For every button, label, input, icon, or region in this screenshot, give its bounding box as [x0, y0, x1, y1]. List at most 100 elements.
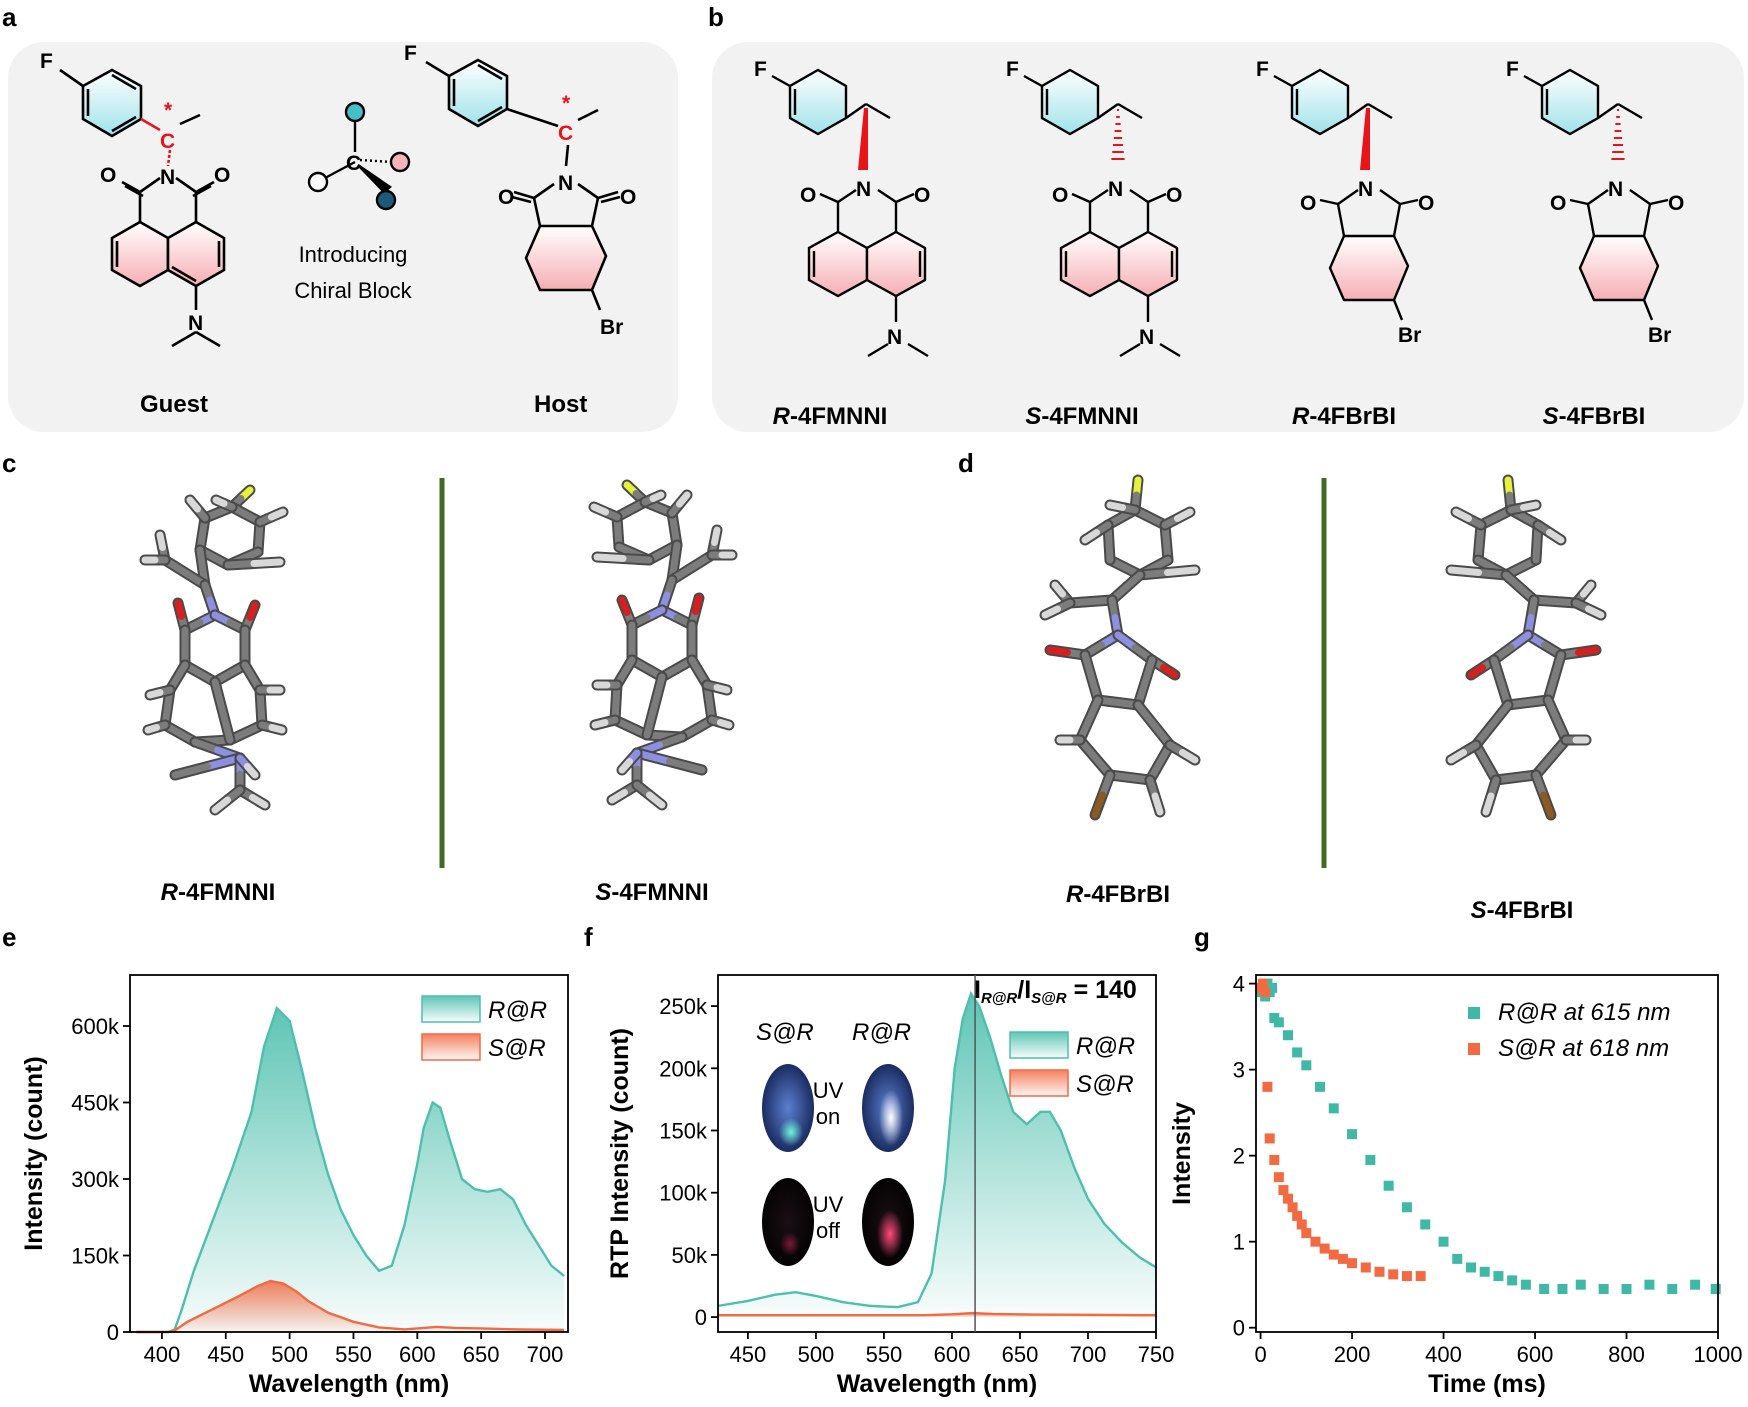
y-tick-label: 50k [672, 1243, 708, 1268]
atom-o: O [1418, 192, 1434, 215]
bond-half [211, 796, 231, 814]
panel-b-label: b [708, 2, 724, 32]
data-point [1273, 1017, 1284, 1028]
series-line [136, 1279, 565, 1334]
bond-half [1081, 529, 1100, 544]
carbonyl [1399, 198, 1419, 206]
x-tick-label: 550 [866, 1342, 903, 1367]
bond-half [608, 789, 628, 804]
bond-half [1544, 696, 1561, 724]
x-tick-label: 700 [527, 1342, 564, 1367]
y-axis-label: Intensity (count) [20, 1056, 48, 1250]
host-label: Host [534, 391, 587, 418]
bond-half [1085, 696, 1102, 724]
panel-d-label: d [958, 448, 974, 478]
data-point [1283, 1193, 1294, 1204]
atom-n: N [1358, 178, 1373, 201]
inset-col1-label: S@R [756, 1019, 814, 1046]
data-point [1267, 982, 1278, 993]
atom-o: O [1550, 192, 1566, 215]
bond-half [666, 758, 706, 774]
data-point [1328, 1249, 1339, 1260]
x-tick-label: 750 [1138, 1342, 1175, 1367]
imide-bond [1587, 189, 1609, 205]
methyl-bond [867, 342, 889, 358]
chiral-block-text: Chiral Block [294, 278, 412, 303]
panel-a-label: a [2, 2, 17, 32]
data-point [1598, 1283, 1609, 1294]
phthalimide-ring [1578, 234, 1660, 302]
data-point [1360, 1262, 1371, 1273]
atom-o: O [1052, 184, 1068, 207]
uv-off-line1: UV [813, 1192, 844, 1217]
s-4fmnni-structure [588, 479, 738, 811]
guest-chiral-star: * [164, 99, 173, 122]
bond-half [651, 673, 666, 710]
atom-o: O [1668, 192, 1684, 215]
c-f-bond [1523, 74, 1543, 88]
imide-bond [1089, 189, 1109, 203]
bond-half [268, 508, 287, 521]
guest-atom-c: C [160, 130, 175, 153]
legend-swatch [1009, 1031, 1069, 1059]
x-tick-label: 600 [1517, 1342, 1554, 1367]
atom-o: O [1166, 184, 1182, 207]
f-ratio-text: IR@R/IS@R = 140 [974, 976, 1137, 1007]
x-tick-label: 650 [1002, 1342, 1039, 1367]
carbonyl [1147, 192, 1167, 204]
uv-on-line1: UV [813, 1078, 844, 1103]
panel-b-names: R-4FMNNI S-4FMNNI R-4FBrBI S-4FBrBI [773, 403, 1646, 430]
atom-br: Br [1648, 324, 1671, 347]
atom-n: N [1108, 178, 1123, 201]
data-point [1420, 1219, 1431, 1230]
plot-frame [717, 974, 1157, 1333]
legend-label: R@R at 615 nm [1498, 999, 1670, 1026]
bond-half [224, 560, 258, 569]
series-fill [136, 1281, 565, 1332]
y-tick-label: 300k [71, 1167, 120, 1192]
imide-bond [877, 189, 897, 203]
data-point [1621, 1283, 1632, 1294]
bond-half [1164, 566, 1199, 576]
plot-frame [129, 974, 569, 1333]
data-point [1283, 1030, 1294, 1041]
d-right-name: S-4FBrBI [1471, 897, 1574, 924]
bond-half [1551, 651, 1565, 681]
b-molecule-3: F N O O Br [1256, 58, 1434, 347]
data-point [1575, 1279, 1586, 1290]
data-point [1383, 1180, 1394, 1191]
bond-half [1106, 501, 1126, 511]
host-atom-f: F [404, 42, 417, 65]
y-tick-label: 0 [107, 1320, 119, 1345]
imide-bond [837, 189, 857, 203]
bond-half [1585, 605, 1605, 619]
bond-half [591, 719, 609, 729]
b-name-2: S-4FMNNI [1025, 403, 1138, 430]
imide-bond [1129, 189, 1149, 203]
series-r-r-at-615-nm [1255, 978, 1721, 1294]
bond-half [211, 678, 226, 715]
r-4fmnni-structure [139, 484, 289, 816]
data-point [1310, 1236, 1321, 1247]
panel-b-background [712, 42, 1744, 432]
guest-atom-o2: O [214, 164, 230, 187]
bond-half [618, 596, 631, 616]
data-point [1319, 1243, 1330, 1254]
series-s-r [136, 1279, 565, 1334]
bond-half [1467, 664, 1486, 679]
b-molecule-4: F N O O Br [1506, 58, 1684, 347]
atom-f: F [1506, 58, 1519, 81]
data-point [1507, 1275, 1518, 1286]
panel-c-label: c [2, 448, 16, 478]
imide-bond [1642, 203, 1652, 237]
c-br-bond [1392, 299, 1404, 321]
data-point [1710, 1283, 1721, 1294]
phthalimide-ring [1328, 234, 1410, 302]
series-r-r [136, 1005, 565, 1334]
aryl-bond [1597, 103, 1619, 119]
y-tick-label: 600k [71, 1014, 120, 1039]
guest-atom-n2: N [188, 312, 203, 335]
b-molecule-1: F N O O N [754, 58, 930, 358]
y-tick-label: 150k [71, 1244, 120, 1269]
bond-half [656, 733, 686, 749]
